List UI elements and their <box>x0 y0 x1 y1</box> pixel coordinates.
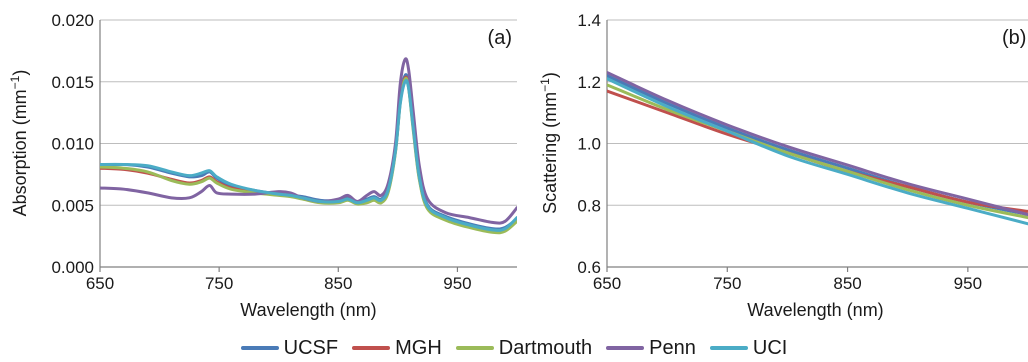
legend-label-mgh: MGH <box>395 336 442 359</box>
scattering-y-tick-label: 1.4 <box>577 11 601 30</box>
legend-label-penn: Penn <box>649 336 696 359</box>
scattering-y-tick-label: 0.8 <box>577 196 601 215</box>
absorption-x-tick-label: 950 <box>443 274 471 293</box>
absorption-series-group <box>100 57 517 235</box>
scattering-y-axis-label: Scattering (mm−1) <box>538 72 560 214</box>
absorption-x-tick-label: 850 <box>324 274 352 293</box>
scattering-panel-tag: (b) <box>1002 27 1026 49</box>
scattering-x-tick-label: 750 <box>713 274 741 293</box>
absorption-panel-tag: (a) <box>488 27 512 49</box>
scattering-series-group <box>607 70 1028 226</box>
absorption-chart: 0.000 0.005 0.010 0.015 0.020 650 750 850 950 Wav… <box>8 11 517 320</box>
scattering-x-tick-label: 950 <box>954 274 982 293</box>
legend-label-ucsf: UCSF <box>283 336 339 359</box>
absorption-series-line-mgh <box>100 75 517 234</box>
absorption-y-tick-label: 0.000 <box>51 258 94 277</box>
scattering-y-tick-label: 1.2 <box>577 73 601 92</box>
absorption-x-axis-label: Wavelength (nm) <box>240 300 376 320</box>
legend-swatch-mgh <box>352 346 391 350</box>
legend-item-dartmouth: Dartmouth <box>455 336 593 360</box>
absorption-series-line-uci <box>100 78 517 232</box>
legend-swatch-ucsf <box>240 346 279 350</box>
legend-item-mgh: MGH <box>352 337 442 360</box>
absorption-y-tick-label: 0.015 <box>51 73 94 92</box>
legend: UCSF MGH Dartmouth Penn UCI <box>0 334 1028 362</box>
legend-item-uci: UCI <box>709 336 788 360</box>
legend-label-uci: UCI <box>752 336 788 359</box>
scattering-x-tick-label: 650 <box>593 274 621 293</box>
scattering-chart: 0.6 0.8 1.0 1.2 1.4 650 750 850 950 Wavelength (n… <box>538 11 1028 320</box>
absorption-y-tick-label: 0.010 <box>51 135 94 154</box>
absorption-series-line-dartmouth <box>100 76 517 235</box>
absorption-y-tick-label: 0.005 <box>51 196 94 215</box>
absorption-y-axis-label: Absorption (mm−1) <box>8 70 30 217</box>
scattering-series-line-penn <box>607 70 1028 217</box>
scattering-series-line-dartmouth <box>607 83 1028 220</box>
scattering-series-line-ucsf <box>607 74 1028 217</box>
scattering-x-axis-label: Wavelength (nm) <box>747 300 883 320</box>
legend-item-ucsf: UCSF <box>240 336 339 360</box>
legend-swatch-penn <box>606 346 645 350</box>
scattering-y-tick-label: 0.6 <box>577 258 601 277</box>
absorption-x-tick-label: 650 <box>86 274 114 293</box>
legend-item-penn: Penn <box>606 337 696 360</box>
absorption-y-tick-label: 0.020 <box>51 11 94 30</box>
legend-swatch-dartmouth <box>455 346 494 350</box>
scattering-series-line-uci <box>607 77 1028 226</box>
legend-swatch-uci <box>709 346 748 350</box>
scattering-y-tick-label: 1.0 <box>577 135 601 154</box>
legend-label-dartmouth: Dartmouth <box>498 336 593 359</box>
scattering-x-tick-label: 850 <box>833 274 861 293</box>
absorption-x-tick-label: 750 <box>205 274 233 293</box>
absorption-series-line-ucsf <box>100 73 517 231</box>
